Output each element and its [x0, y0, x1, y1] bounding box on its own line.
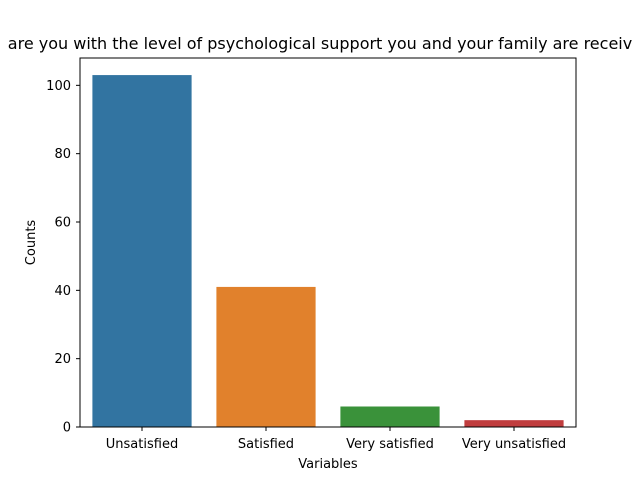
- bar-unsatisfied: [92, 75, 192, 427]
- y-axis-label: Counts: [24, 220, 39, 266]
- y-axis-ticks: 0 20 40 60 80 100: [46, 79, 80, 436]
- y-tick-label: 60: [54, 216, 71, 231]
- x-axis-ticks: Unsatisfied Satisfied Very satisfied Very u…: [106, 427, 566, 452]
- bar-satisfied: [216, 286, 316, 427]
- y-tick-label: 0: [63, 421, 71, 436]
- y-tick-label: 20: [54, 352, 71, 367]
- bar-very-satisfied: [340, 406, 440, 427]
- bar-very-unsatisfied: [464, 420, 564, 427]
- x-tick-label: Very satisfied: [346, 437, 434, 452]
- y-tick-label: 40: [54, 284, 71, 299]
- x-tick-label: Unsatisfied: [106, 437, 178, 452]
- y-tick-label: 80: [54, 147, 71, 162]
- plot-frame: [79, 57, 577, 428]
- x-axis-label: Variables: [298, 457, 358, 472]
- x-tick-label: Satisfied: [238, 437, 294, 452]
- x-tick-label: Very unsatisfied: [462, 437, 566, 452]
- chart-title: are you with the level of psychological …: [8, 34, 632, 53]
- bars-group: [92, 75, 564, 427]
- y-tick-label: 100: [46, 79, 71, 94]
